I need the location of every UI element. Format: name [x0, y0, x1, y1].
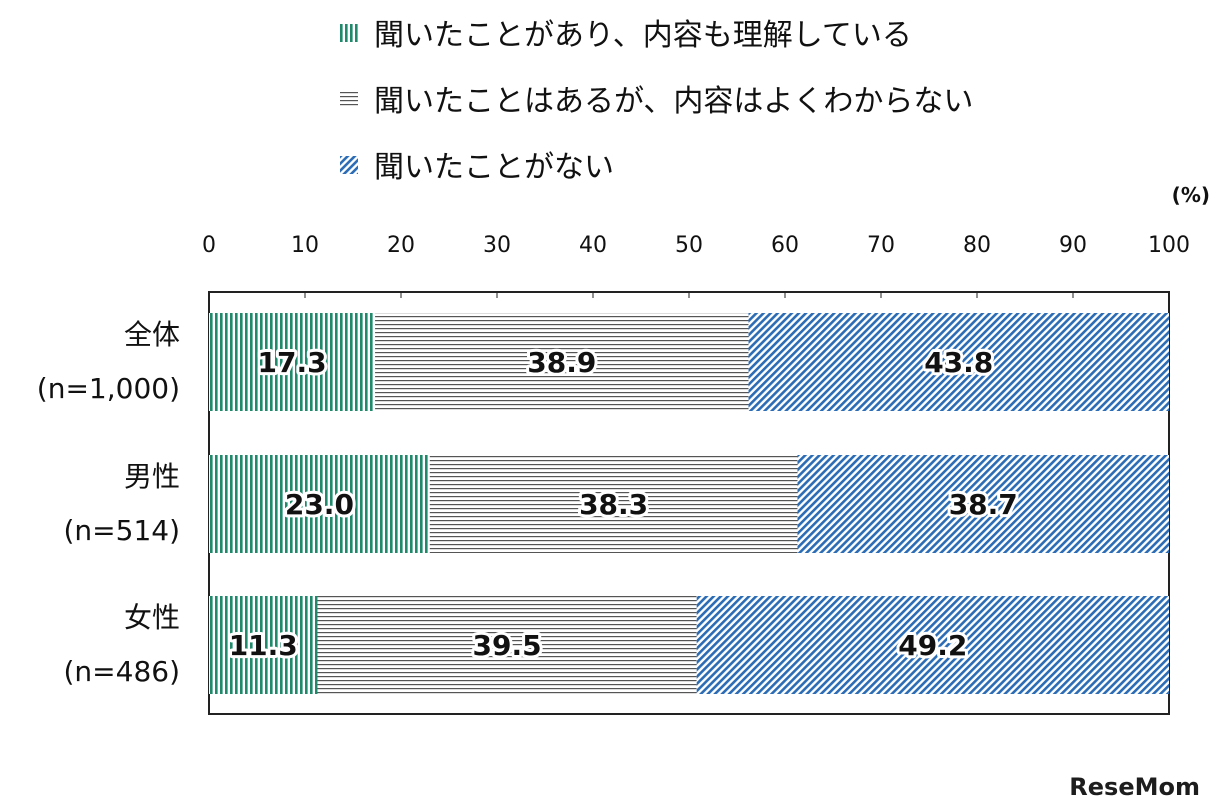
- data-label-2-2: 38.3: [579, 488, 648, 521]
- x-tick-label-10: 10: [291, 233, 319, 258]
- data-label-3-3: 49.2: [898, 629, 967, 662]
- x-tick-label-70: 70: [867, 233, 895, 258]
- data-label-1-3: 43.8: [924, 346, 993, 379]
- x-tick-label-20: 20: [387, 233, 415, 258]
- x-tick-label-40: 40: [579, 233, 607, 258]
- x-tick-label-80: 80: [963, 233, 991, 258]
- bar-2-1: [209, 455, 430, 553]
- x-tick-label-30: 30: [483, 233, 511, 258]
- data-label-2-3: 38.7: [949, 488, 1018, 521]
- category-label-1: 全体: [124, 318, 180, 351]
- x-tick-label-50: 50: [675, 233, 703, 258]
- category-n-2: (n=514): [64, 514, 181, 547]
- legend-label-1: 聞いたことがあり、内容も理解している: [374, 18, 912, 53]
- data-labels: 17.3 38.9 43.8 23.0 38.3 38.7 11.3 39.5 49.2: [226, 343, 1021, 665]
- x-axis: 0 10 20 30 40 50 60 70 80 90 100: [202, 233, 1190, 298]
- bar-1-3: [748, 313, 1169, 411]
- bar-2-3: [797, 455, 1169, 553]
- bar-3-3: [696, 596, 1169, 694]
- bars: [209, 313, 1169, 694]
- bar-2-2: [429, 455, 798, 553]
- legend: 聞いたことがあり、内容も理解している聞いたことはあるが、内容はよくわからない聞い…: [340, 18, 973, 185]
- category-n-1: (n=1,000): [37, 372, 180, 405]
- category-label-3: 女性: [124, 601, 180, 634]
- legend-label-2: 聞いたことはあるが、内容はよくわからない: [374, 84, 973, 119]
- watermark: ReseMom: [1069, 773, 1200, 801]
- x-tick-label-90: 90: [1059, 233, 1087, 258]
- category-labels: 全体 (n=1,000) 男性 (n=514) 女性 (n=486): [37, 318, 180, 688]
- legend-swatch-1: [340, 24, 358, 42]
- legend-swatch-2: [340, 90, 358, 108]
- legend-swatch-3: [340, 156, 358, 174]
- data-label-2-1: 23.0: [285, 488, 354, 521]
- data-label-1-2: 38.9: [527, 346, 596, 379]
- bar-3-1: [209, 596, 318, 694]
- x-tick-label-100: 100: [1148, 233, 1190, 258]
- data-label-3-1: 11.3: [229, 629, 298, 662]
- x-tick-label-60: 60: [771, 233, 799, 258]
- category-label-2: 男性: [124, 460, 180, 493]
- category-n-3: (n=486): [64, 655, 181, 688]
- unit-label: (%): [1172, 183, 1210, 207]
- data-label-1-1: 17.3: [257, 346, 326, 379]
- bar-3-2: [317, 596, 697, 694]
- x-tick-label-0: 0: [202, 233, 216, 258]
- data-label-3-2: 39.5: [473, 629, 542, 662]
- bar-1-1: [209, 313, 376, 411]
- bar-1-2: [375, 313, 749, 411]
- legend-label-3: 聞いたことがない: [374, 150, 614, 185]
